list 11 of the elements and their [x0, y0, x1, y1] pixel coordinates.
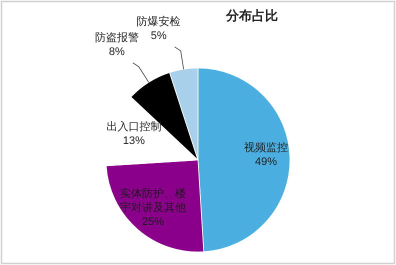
chart-title: 分布占比 — [225, 8, 278, 23]
data-label: 25% — [142, 216, 164, 228]
slice-label: 防爆安检 — [136, 14, 181, 28]
data-label: 8% — [108, 46, 126, 58]
data-label: 49% — [255, 156, 278, 168]
data-label: 5% — [150, 30, 167, 42]
slice-label: 防盗报警 — [94, 30, 139, 44]
slice-label: 视频监控 — [244, 140, 288, 154]
data-label: 13% — [122, 134, 146, 147]
slice-label: 实体防护、楼宇对讲及其他 — [120, 187, 186, 214]
slice-label: 出入口控制 — [106, 120, 162, 133]
